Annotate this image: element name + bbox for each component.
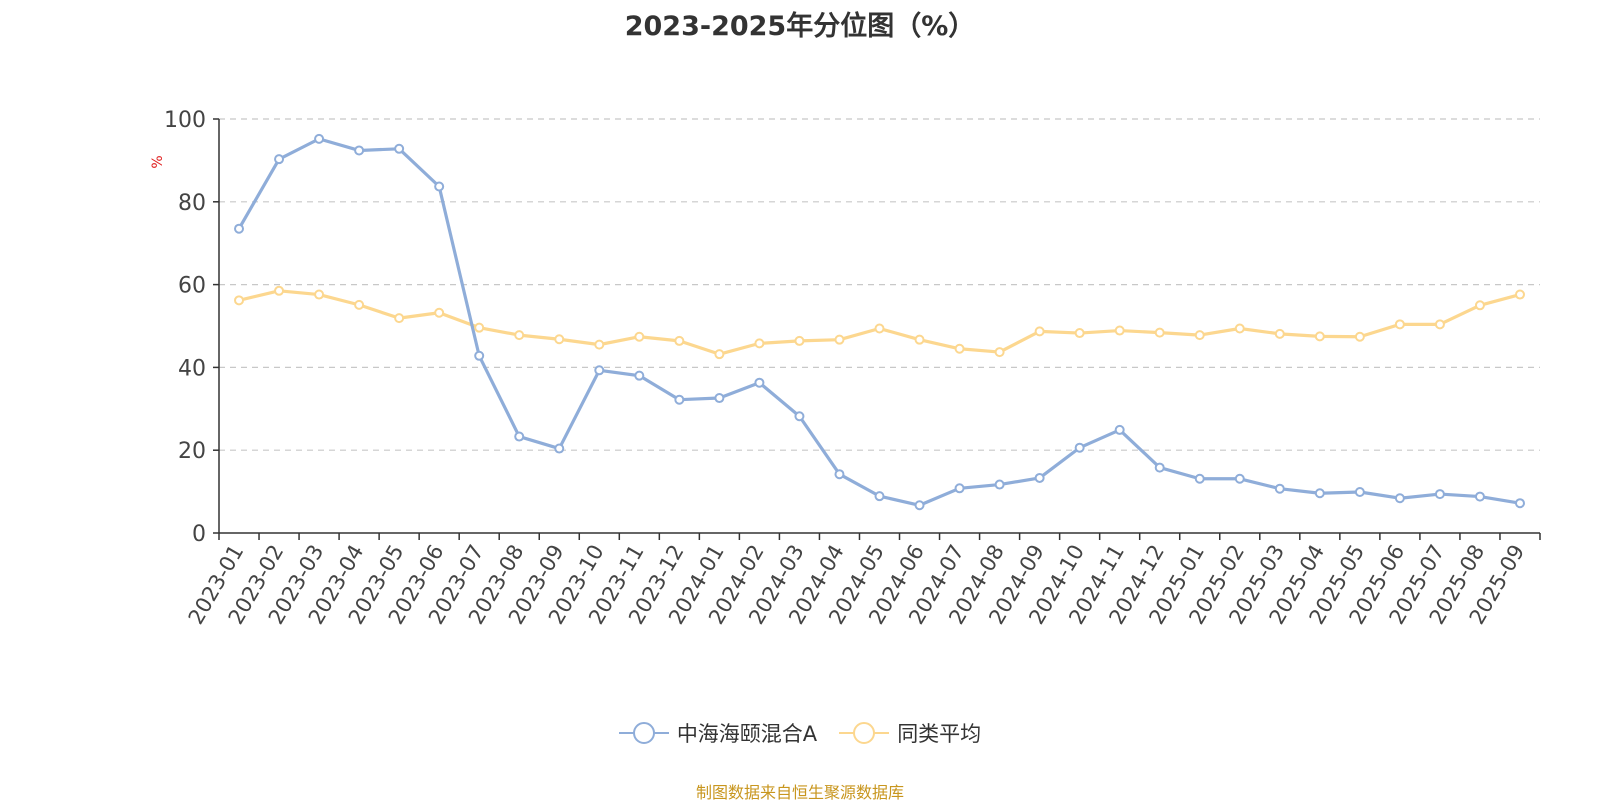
data-point[interactable] [474,350,485,361]
data-point[interactable] [234,223,245,234]
data-point[interactable] [634,370,645,381]
data-point[interactable] [1194,473,1205,484]
data-point[interactable] [1394,493,1405,504]
data-point[interactable] [554,443,565,454]
data-point[interactable] [1074,442,1085,453]
data-point[interactable] [794,335,805,346]
y-tick-label: 0 [192,522,206,547]
series-points [234,133,1525,511]
data-point[interactable] [914,500,925,511]
data-point[interactable] [1474,491,1485,502]
data-point[interactable] [1074,328,1085,339]
data-point[interactable] [1514,498,1525,509]
legend-item-series-2[interactable]: 同类平均 [839,718,981,748]
source-note: 制图数据来自恒生聚源数据库 [695,783,904,802]
line-chart: % 0 20 40 60 80 100 2023-012023-022023-032023… [150,108,1541,628]
x-tick-labels: 2023-012023-022023-032023-042023-052023-… [184,540,1530,628]
data-point[interactable] [274,285,285,296]
chart-title: 2023-2025年分位图（%） [624,11,976,42]
y-tick-label: 40 [178,356,206,381]
legend-circle-icon [618,722,669,744]
data-point[interactable] [434,307,445,318]
data-point[interactable] [474,322,485,333]
data-point[interactable] [1474,300,1485,311]
legend-label: 中海海颐混合A [676,722,818,746]
data-point[interactable] [1354,487,1365,498]
data-point[interactable] [834,334,845,345]
data-point[interactable] [1434,489,1445,500]
data-point[interactable] [914,334,925,345]
data-point[interactable] [954,343,965,354]
data-point[interactable] [874,491,885,502]
data-point[interactable] [834,469,845,480]
data-point[interactable] [1274,483,1285,494]
data-point[interactable] [674,394,685,405]
data-point[interactable] [674,335,685,346]
data-point[interactable] [1114,424,1125,435]
data-point[interactable] [354,145,365,156]
data-point[interactable] [1274,328,1285,339]
data-point[interactable] [954,483,965,494]
data-point[interactable] [1354,331,1365,342]
legend: 中海海颐混合A 同类平均 [0,718,1600,748]
y-tick-label: 60 [178,274,206,299]
data-point[interactable] [1034,472,1045,483]
data-point[interactable] [554,334,565,345]
data-point[interactable] [434,181,445,192]
gridlines [219,118,1540,451]
y-tick-label: 20 [178,439,206,464]
data-point[interactable] [714,393,725,404]
data-point[interactable] [274,154,285,165]
y-tick-label: 80 [178,191,206,216]
y-axis-unit-label: % [150,155,166,168]
data-point[interactable] [1154,327,1165,338]
y-tick-labels: 0 20 40 60 80 100 [164,108,206,547]
data-point[interactable] [754,338,765,349]
data-point[interactable] [394,143,405,154]
data-point[interactable] [514,330,525,341]
data-point[interactable] [594,365,605,376]
data-point[interactable] [1194,330,1205,341]
data-point[interactable] [314,289,325,300]
legend-item-series-1[interactable]: 中海海颐混合A [618,718,818,748]
data-point[interactable] [634,331,645,342]
data-point[interactable] [314,133,325,144]
data-point[interactable] [874,323,885,334]
data-point[interactable] [754,377,765,388]
data-point[interactable] [794,411,805,422]
series-line [238,289,1521,356]
data-point[interactable] [1314,488,1325,499]
data-point[interactable] [1034,326,1045,337]
legend-label: 同类平均 [897,722,982,746]
data-point[interactable] [1314,331,1325,342]
data-point[interactable] [234,295,245,306]
data-point[interactable] [1434,319,1445,330]
y-tick-label: 100 [164,108,206,133]
data-point[interactable] [994,479,1005,490]
data-point[interactable] [1154,462,1165,473]
legend-circle-icon [839,722,890,744]
data-point[interactable] [1514,289,1525,300]
axes: % [150,118,1541,540]
data-point[interactable] [1394,319,1405,330]
data-point[interactable] [1114,325,1125,336]
data-point[interactable] [514,431,525,442]
data-point[interactable] [714,349,725,360]
data-point[interactable] [1234,323,1245,334]
data-point[interactable] [594,339,605,350]
data-point[interactable] [1234,473,1245,484]
data-point[interactable] [994,347,1005,358]
data-point[interactable] [354,299,365,310]
data-point[interactable] [394,313,405,324]
